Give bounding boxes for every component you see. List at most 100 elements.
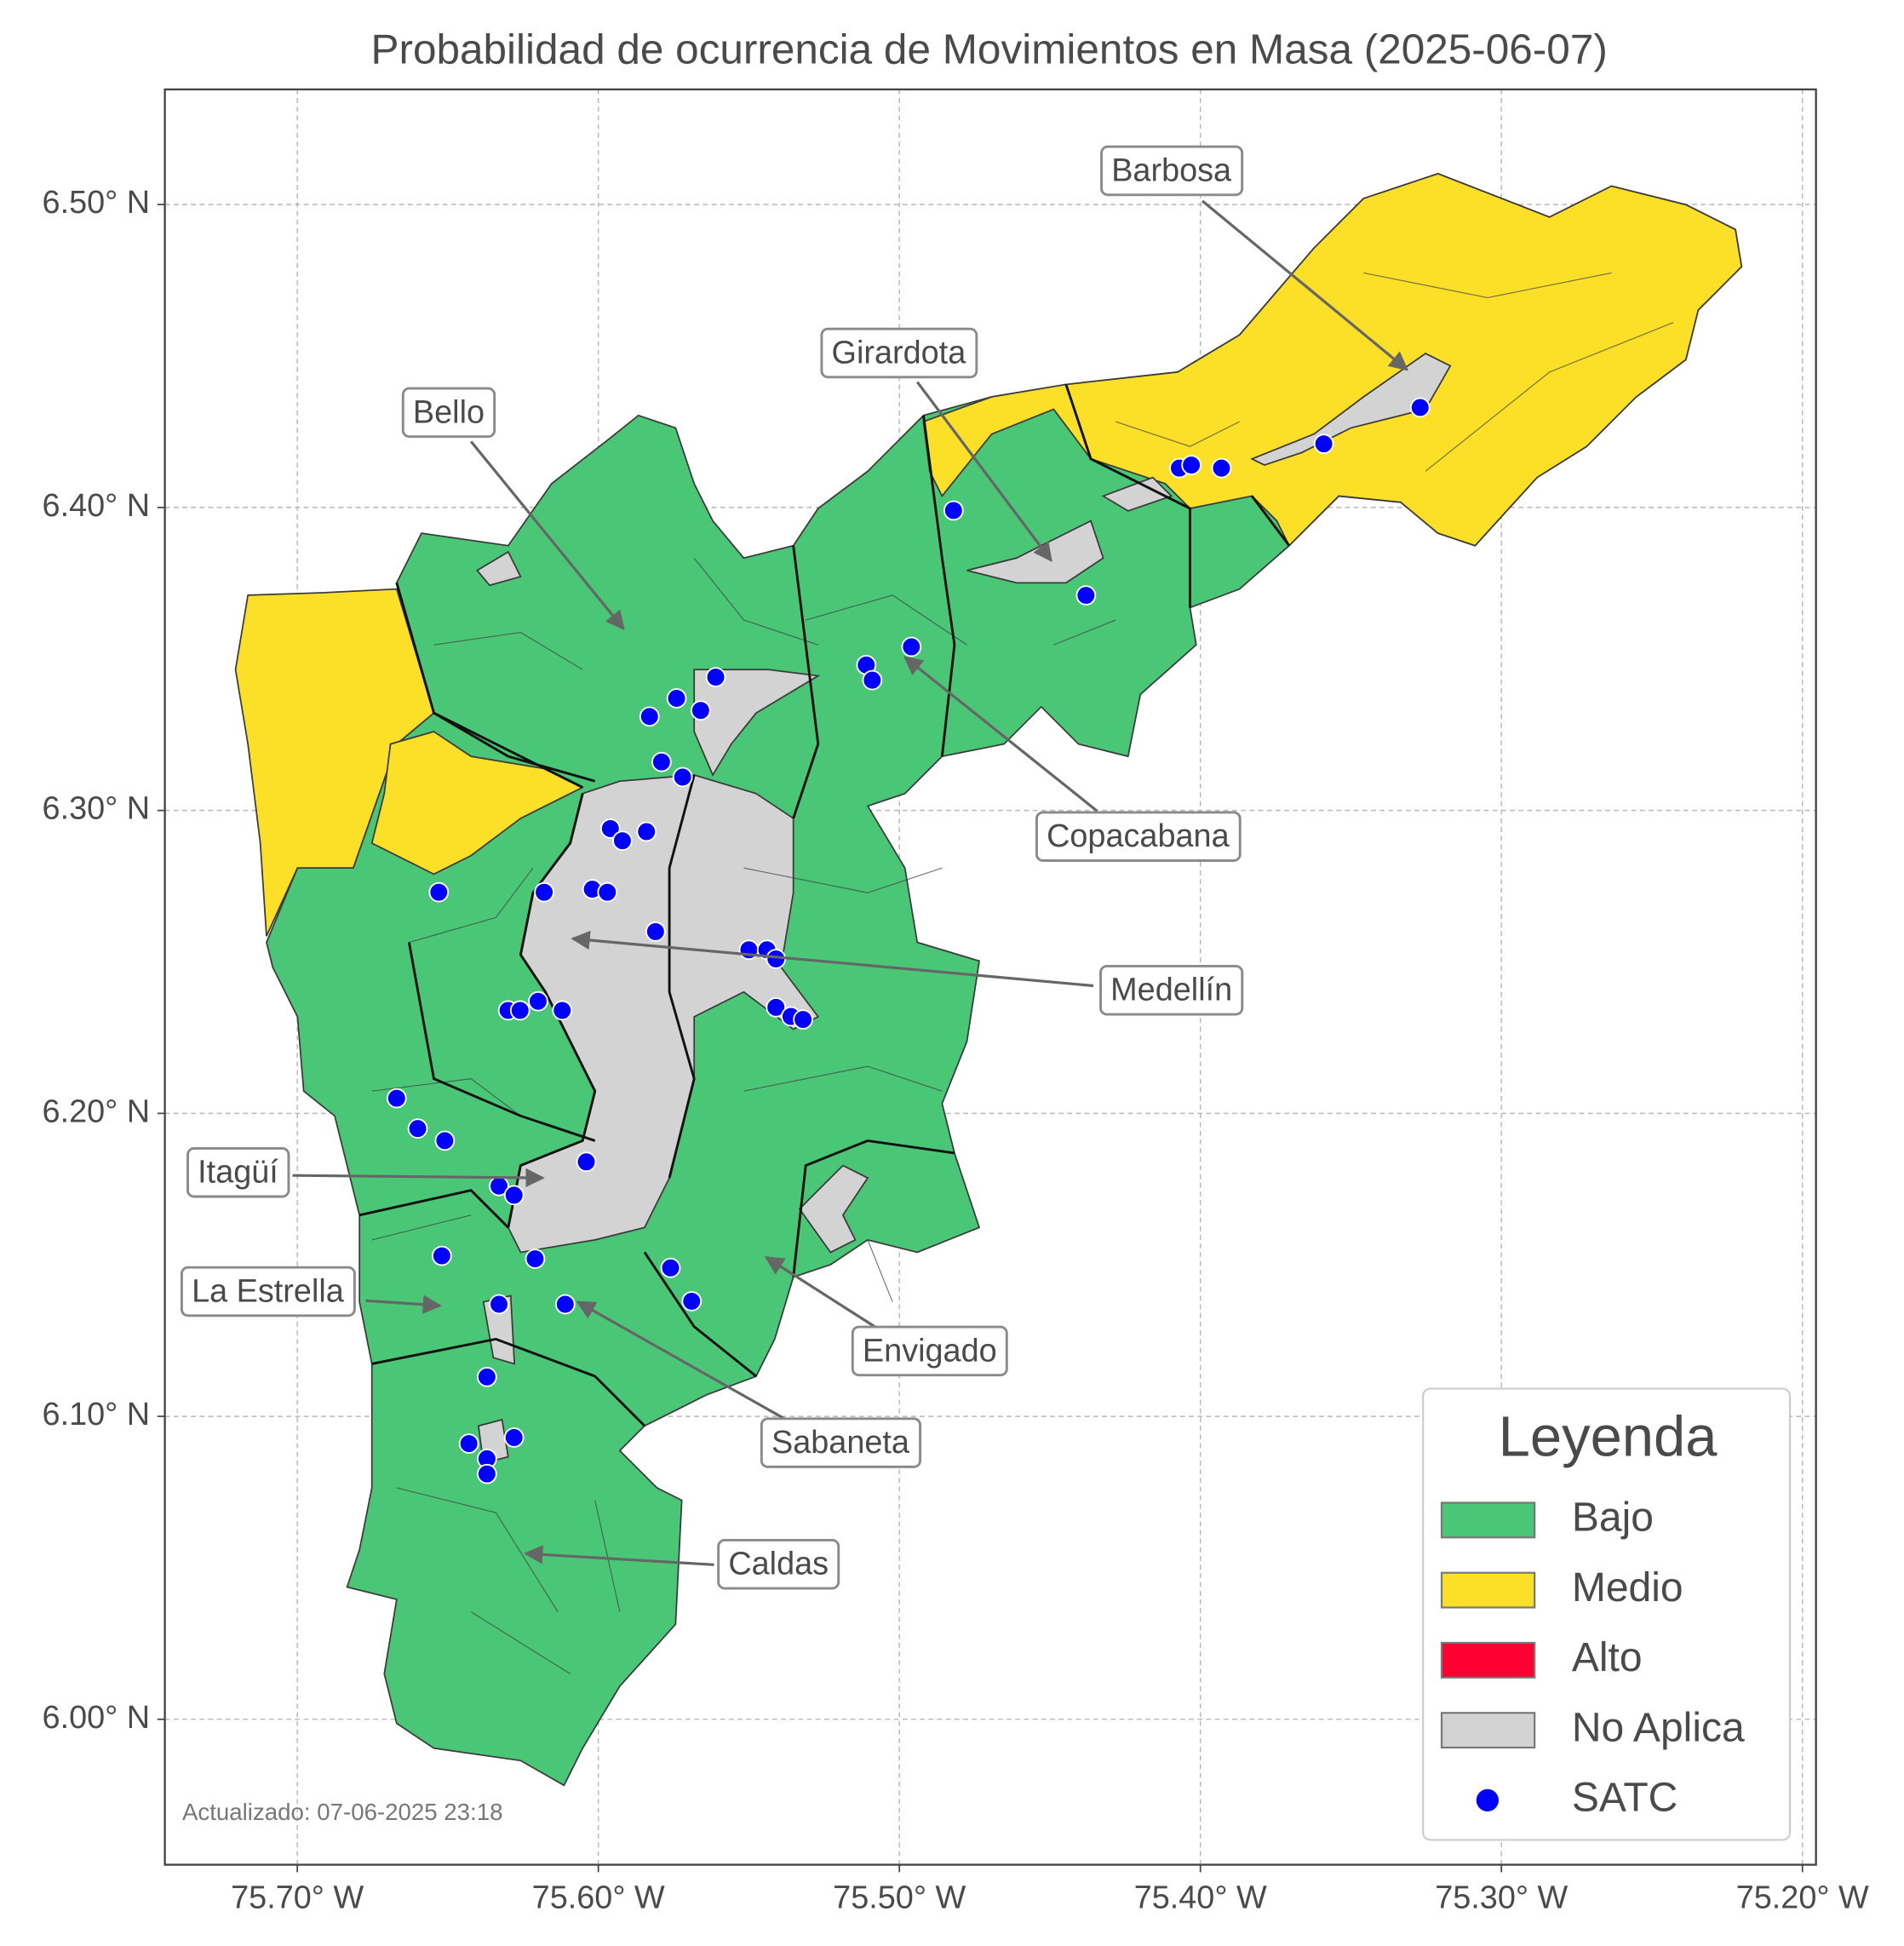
legend-swatch bbox=[1440, 1571, 1536, 1609]
region-medio bbox=[234, 588, 435, 937]
satc-station bbox=[552, 1000, 573, 1021]
satc-station bbox=[477, 1366, 497, 1387]
satc-station bbox=[639, 706, 660, 727]
annotation-box bbox=[180, 1266, 356, 1317]
annotation-arrow bbox=[903, 656, 1098, 812]
region-no-aplica bbox=[1250, 353, 1452, 467]
legend-label: Alto bbox=[1572, 1635, 1643, 1680]
satc-station bbox=[503, 1427, 525, 1448]
satc-station bbox=[612, 830, 633, 852]
satc-station bbox=[489, 1294, 509, 1315]
annotation-label: Caldas bbox=[728, 1547, 829, 1582]
satc-station bbox=[862, 669, 883, 691]
annotation-box bbox=[820, 327, 978, 379]
annotation-arrow bbox=[523, 1545, 714, 1566]
annotation-label: Medellín bbox=[1110, 973, 1232, 1008]
x-tick-label: 75.60° W bbox=[532, 1880, 665, 1915]
annotation-label: Envigado bbox=[863, 1333, 997, 1369]
region-no-aplica bbox=[798, 1164, 869, 1254]
update-note: Actualizado: 07-06-2025 23:18 bbox=[182, 1799, 503, 1825]
y-tick-label: 6.00° N bbox=[43, 1700, 151, 1736]
region-medio bbox=[922, 173, 1743, 548]
satc-station bbox=[509, 1000, 530, 1021]
annotation-box bbox=[1099, 965, 1244, 1016]
annotation-label: Barbosa bbox=[1111, 153, 1232, 189]
y-tick-label: 6.30° N bbox=[43, 791, 151, 827]
region-medio bbox=[370, 731, 585, 875]
satc-station bbox=[943, 500, 964, 521]
annotation-arrow bbox=[576, 1300, 789, 1422]
satc-station bbox=[599, 818, 621, 839]
satc-station bbox=[691, 700, 711, 721]
plot-frame bbox=[163, 88, 1817, 1866]
x-tick-label: 75.30° W bbox=[1435, 1880, 1568, 1915]
satc-station bbox=[503, 1185, 525, 1206]
satc-points bbox=[386, 397, 1431, 1484]
satc-station bbox=[534, 881, 554, 903]
annotation-arrow bbox=[764, 1255, 884, 1333]
y-tick-label: 6.40° N bbox=[43, 488, 151, 524]
legend-label: Bajo bbox=[1572, 1495, 1654, 1541]
inner-boundaries bbox=[371, 272, 1674, 1674]
legend-label: Medio bbox=[1572, 1565, 1683, 1610]
x-tick-label: 75.20° W bbox=[1736, 1880, 1869, 1915]
y-tick-label: 6.50° N bbox=[43, 185, 151, 221]
satc-station bbox=[477, 1463, 497, 1484]
satc-station bbox=[407, 1118, 428, 1139]
satc-station bbox=[636, 821, 657, 842]
annotation-label: Girardota bbox=[832, 336, 967, 371]
satc-station bbox=[528, 990, 548, 1012]
satc-station bbox=[434, 1130, 456, 1151]
satc-station bbox=[554, 1294, 576, 1315]
region-no-aplica bbox=[693, 669, 821, 777]
satc-station bbox=[793, 1009, 813, 1030]
satc-station bbox=[1181, 455, 1201, 475]
satc-station bbox=[705, 667, 726, 687]
annotation-arrow bbox=[292, 1168, 545, 1188]
annotation-arrow bbox=[469, 440, 625, 630]
satc-station bbox=[525, 1249, 546, 1269]
legend: Leyenda Bajo Medio Alto No Aplica SATC bbox=[1422, 1387, 1792, 1841]
y-tick-label: 6.20° N bbox=[43, 1094, 151, 1129]
annotation-box bbox=[1100, 145, 1244, 197]
annotation-box bbox=[1035, 811, 1242, 862]
annotation-label: Copacabana bbox=[1047, 818, 1230, 854]
satc-station bbox=[1409, 397, 1431, 418]
x-tick-label: 75.70° W bbox=[231, 1880, 364, 1915]
satc-station bbox=[660, 1257, 681, 1278]
map-title: Probabilidad de ocurrencia de Movimiento… bbox=[370, 26, 1607, 72]
legend-swatch bbox=[1440, 1501, 1536, 1539]
satc-station bbox=[901, 636, 922, 657]
satc-station bbox=[597, 881, 618, 903]
annotation-arrow bbox=[915, 381, 1052, 562]
annotation-label: Sabaneta bbox=[771, 1425, 910, 1461]
satc-station bbox=[1075, 585, 1097, 606]
legend-title: Leyenda bbox=[1499, 1404, 1718, 1468]
annotation-box bbox=[717, 1539, 840, 1590]
annotation-arrow bbox=[1201, 199, 1408, 371]
satc-station bbox=[766, 996, 787, 1018]
legend-swatch bbox=[1440, 1712, 1536, 1749]
annotation-label: Bello bbox=[413, 394, 485, 430]
satc-station bbox=[428, 881, 450, 903]
satc-station bbox=[576, 1151, 597, 1173]
annotation-arrow bbox=[571, 930, 1094, 988]
region-no-aplica bbox=[966, 476, 1173, 584]
annotation-arrow bbox=[365, 1294, 443, 1314]
x-tick-label: 75.50° W bbox=[833, 1880, 966, 1915]
satc-station bbox=[672, 766, 693, 788]
y-tick-label: 6.10° N bbox=[43, 1397, 151, 1432]
satc-station bbox=[681, 1291, 703, 1312]
satc-station bbox=[645, 921, 666, 942]
legend-swatch bbox=[1440, 1641, 1536, 1679]
annotation-label: La Estrella bbox=[192, 1273, 345, 1309]
x-tick-label: 75.40° W bbox=[1134, 1880, 1267, 1915]
region-bajo bbox=[266, 173, 1743, 1787]
legend-marker bbox=[1476, 1788, 1499, 1811]
satc-station bbox=[431, 1245, 452, 1266]
annotation-box bbox=[760, 1417, 922, 1468]
annotation-label: Itagüí bbox=[198, 1155, 278, 1191]
satc-station bbox=[1313, 433, 1334, 455]
legend-label: No Aplica bbox=[1572, 1705, 1745, 1750]
